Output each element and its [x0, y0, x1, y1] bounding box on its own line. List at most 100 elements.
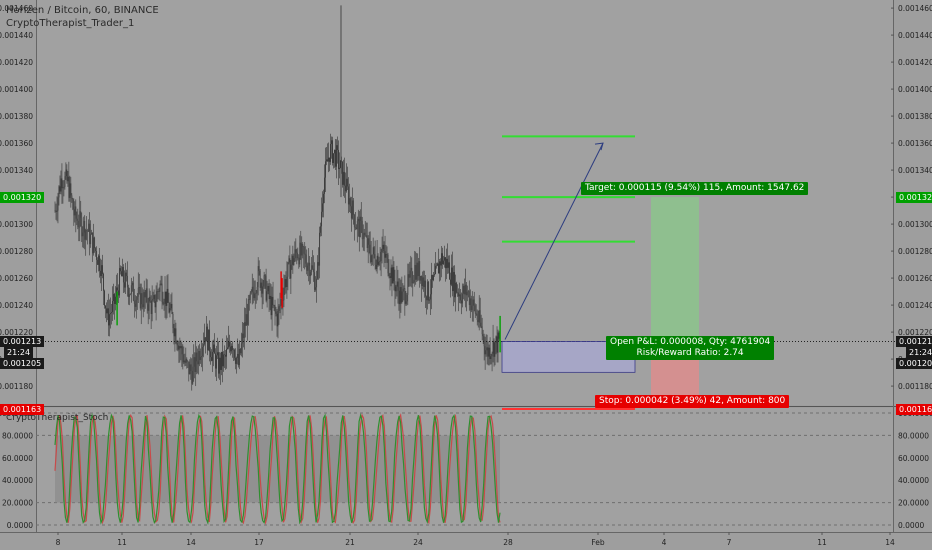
- candle-body: [131, 282, 133, 286]
- candle-body: [154, 295, 156, 308]
- candle-body: [370, 255, 372, 263]
- candle-body: [471, 305, 473, 311]
- candle-body: [147, 304, 149, 311]
- candle-body: [290, 264, 292, 279]
- signal-candle: [116, 291, 118, 326]
- candle-body: [246, 314, 248, 325]
- candle-body: [487, 347, 489, 357]
- stoch-d-line: [54, 413, 501, 525]
- candle-body: [330, 143, 331, 162]
- candle-body: [287, 262, 289, 277]
- candle-body: [293, 258, 295, 266]
- candle-body: [294, 249, 296, 259]
- y-tick-right: 0.001260: [898, 274, 932, 283]
- candle-body: [313, 268, 315, 273]
- candle-body: [194, 357, 196, 373]
- y-tick-right: 0.001180: [898, 382, 932, 391]
- candle-body: [240, 343, 242, 354]
- candle-body: [65, 169, 67, 177]
- candle-body: [175, 328, 177, 343]
- candle-body: [325, 161, 326, 178]
- target-price-tag-right: 0.001320: [896, 191, 932, 203]
- y-tick-left: 0.001280: [0, 247, 33, 256]
- candle-body: [76, 218, 78, 221]
- candle-body: [324, 177, 325, 194]
- candle-body: [156, 291, 158, 302]
- candle-body: [180, 346, 182, 349]
- y-tick-left: 0.001300: [0, 220, 33, 229]
- candle-body: [121, 271, 122, 277]
- candle-body: [414, 265, 416, 280]
- stoch-tick-right: 80.0000: [898, 431, 929, 440]
- candle-body: [379, 260, 381, 262]
- candle-body: [399, 287, 401, 305]
- candle-body: [234, 357, 236, 364]
- candle-body: [223, 354, 224, 367]
- candle-body: [190, 364, 192, 371]
- candle-body: [363, 232, 365, 239]
- candle-body: [424, 280, 426, 288]
- candle-body: [481, 326, 483, 335]
- candle-body: [203, 344, 205, 348]
- candle-body: [106, 308, 107, 314]
- candle-body: [269, 295, 271, 300]
- candle-body: [498, 332, 500, 339]
- candle-body: [468, 291, 470, 305]
- current-price-tag-left: 0.001213: [0, 336, 45, 348]
- candle-body: [470, 298, 472, 311]
- candle-body: [423, 277, 425, 288]
- candle-body: [454, 272, 455, 298]
- candle-body: [67, 176, 69, 182]
- current-price-tag-right: 0.001213: [896, 336, 932, 348]
- candle-body: [482, 334, 484, 337]
- candle-body: [279, 305, 281, 307]
- candle-body: [182, 354, 184, 363]
- candle-body: [364, 232, 366, 236]
- chart-title: Horizen / Bitcoin, 60, BINANCE: [6, 5, 159, 16]
- candle-body: [266, 291, 268, 301]
- candle-body: [356, 221, 358, 230]
- y-tick-left: 0.001420: [0, 58, 33, 67]
- candle-body: [273, 305, 275, 306]
- time-tag-left: 21:24: [4, 347, 34, 359]
- candle-body: [85, 230, 87, 240]
- candle-body: [460, 300, 462, 304]
- candle-body: [403, 288, 405, 289]
- stoch-tick-right: 0.0000: [898, 521, 924, 530]
- candle-body: [102, 265, 103, 274]
- candle-body: [209, 329, 211, 352]
- candle-body: [236, 353, 238, 358]
- candle-body: [445, 257, 446, 269]
- y-tick-left: 0.001180: [0, 382, 33, 391]
- candle-body: [226, 348, 227, 357]
- candle-body: [329, 157, 330, 162]
- y-tick-right: 0.001420: [898, 58, 932, 67]
- candle-body: [219, 357, 220, 374]
- candle-body: [169, 308, 171, 313]
- candle-body: [250, 291, 252, 293]
- candle-body: [430, 294, 432, 300]
- candle-body: [494, 342, 496, 357]
- candle-body: [82, 232, 84, 237]
- candle-body: [263, 275, 265, 287]
- candle-body: [462, 285, 464, 294]
- candle-body: [320, 226, 322, 233]
- y-tick-left: 0.001440: [0, 31, 33, 40]
- candle-body: [387, 254, 389, 274]
- candle-body: [114, 294, 115, 304]
- candle-body: [377, 255, 379, 265]
- candle-body: [71, 195, 73, 200]
- candle-body: [360, 216, 362, 221]
- candle-body: [285, 279, 287, 287]
- candle-body: [408, 274, 410, 278]
- candle-body: [267, 285, 269, 292]
- candle-body: [192, 366, 194, 384]
- candle-body: [431, 275, 433, 295]
- candle-body: [402, 288, 404, 292]
- candle-body: [288, 258, 290, 263]
- candle-body: [461, 293, 463, 304]
- candle-body: [78, 227, 80, 228]
- candle-body: [488, 347, 490, 357]
